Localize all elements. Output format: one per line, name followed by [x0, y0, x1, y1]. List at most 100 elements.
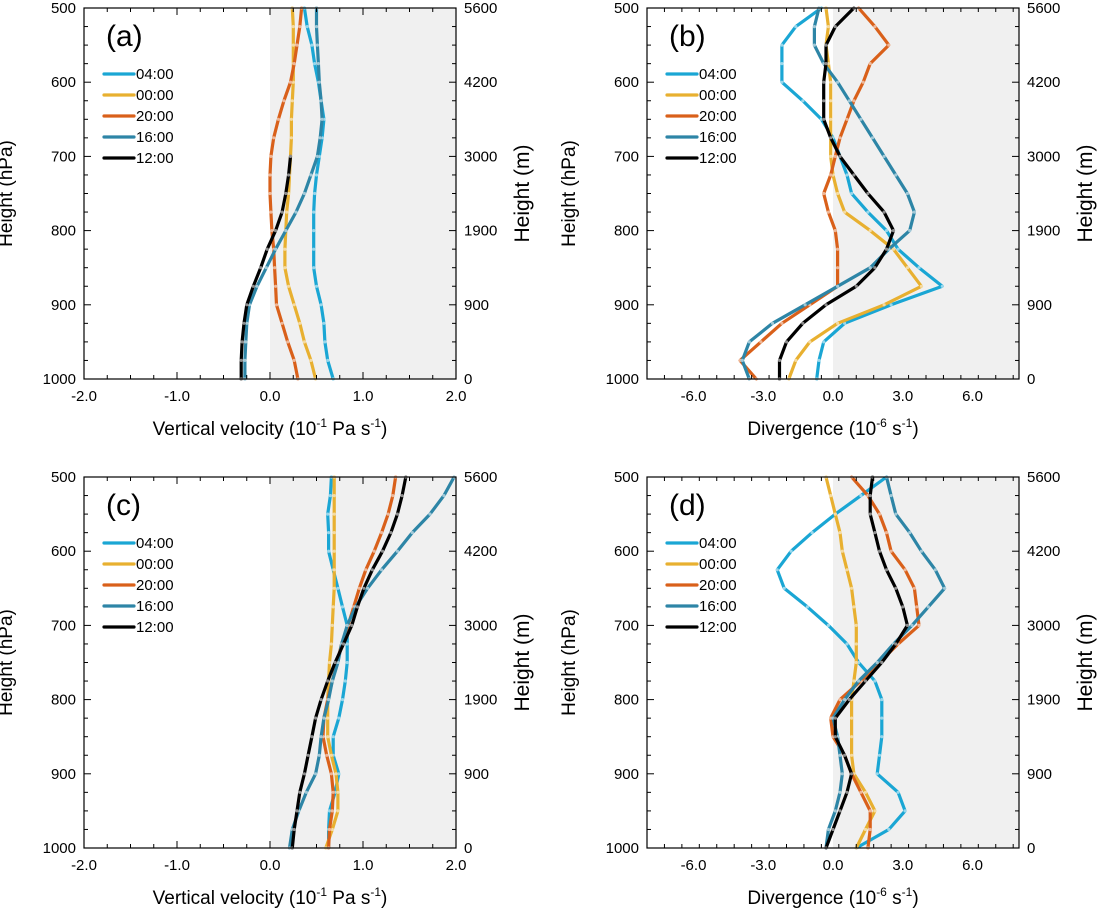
data-point: [295, 43, 299, 47]
y-tick-label: 1000: [606, 840, 639, 857]
y-tick-label: 500: [51, 0, 76, 17]
data-point: [332, 531, 336, 535]
data-point: [833, 154, 837, 158]
data-point: [313, 191, 317, 196]
data-point: [870, 136, 875, 140]
data-point: [268, 173, 272, 177]
y-tick-label: 800: [614, 223, 639, 240]
data-point: [829, 80, 833, 84]
data-point: [330, 809, 334, 813]
x-axis-title-part: ): [912, 888, 918, 909]
data-point: [255, 284, 259, 288]
data-point: [319, 303, 323, 307]
data-point: [341, 642, 346, 646]
data-point: [838, 698, 842, 702]
data-point: [826, 623, 831, 628]
shaded-positive-region: [833, 477, 1019, 848]
data-point: [326, 716, 330, 720]
x-tick-label: 1.0: [353, 388, 374, 405]
data-point: [854, 642, 858, 646]
data-point: [812, 43, 817, 47]
y-tick-label: 700: [51, 148, 76, 165]
data-point: [259, 266, 263, 270]
data-point: [319, 99, 323, 103]
right-tick-label: 3000: [464, 617, 497, 634]
data-point: [866, 191, 870, 196]
data-point: [287, 173, 291, 177]
data-point: [314, 173, 319, 177]
x-tick-label: 0.0: [823, 388, 844, 405]
data-point: [850, 191, 854, 196]
data-point: [859, 117, 863, 121]
legend-label: 16:00: [136, 129, 174, 146]
y-tick-label: 700: [614, 148, 639, 165]
legend-label: 20:00: [699, 108, 737, 125]
data-point: [784, 340, 789, 344]
data-point: [912, 210, 917, 214]
data-point: [282, 99, 286, 103]
x-axis-title-part: Pa s: [327, 419, 370, 440]
panel-3: -6.0 -3.0 0.0 3.0 6.0 500 5600 600 4200 700 3000 80…: [559, 469, 1097, 909]
data-point: [362, 586, 366, 590]
legend-label: 00:00: [136, 556, 174, 573]
data-point: [863, 827, 868, 832]
data-point: [326, 679, 330, 683]
data-point: [395, 549, 399, 553]
data-point: [840, 772, 844, 776]
data-point: [887, 43, 891, 47]
data-point: [880, 735, 884, 739]
y-tick-label: 600: [614, 543, 639, 560]
data-point: [775, 568, 779, 572]
x-tick-label: -2.0: [71, 857, 97, 874]
x-axis-title-part: Pa s: [327, 888, 370, 909]
data-point: [286, 340, 290, 344]
legend-label: 04:00: [136, 66, 174, 83]
data-point: [905, 191, 910, 196]
x-axis-title-part: ): [381, 888, 387, 909]
y-tick-label: 1000: [43, 371, 76, 388]
data-point: [327, 549, 331, 553]
data-point: [780, 321, 784, 325]
data-point: [326, 358, 330, 362]
data-point: [336, 586, 340, 590]
data-point: [838, 136, 842, 140]
legend-label: 16:00: [136, 598, 174, 615]
data-point: [333, 660, 337, 665]
data-point: [283, 266, 287, 270]
data-point: [894, 173, 898, 177]
data-point: [274, 284, 278, 288]
data-point: [312, 229, 316, 233]
data-point: [903, 568, 907, 572]
data-point: [919, 549, 924, 553]
data-point: [829, 173, 833, 177]
data-point: [310, 43, 314, 47]
data-point: [280, 321, 284, 325]
data-point: [284, 229, 288, 233]
data-point: [852, 173, 856, 177]
data-point: [323, 340, 327, 344]
data-point: [833, 735, 837, 739]
legend: 04:00 00:00 20:00 16:00 12:00: [102, 535, 174, 636]
x-tick-label: -3.0: [750, 388, 776, 405]
data-point: [318, 136, 322, 140]
right-tick-label: 3000: [1027, 148, 1060, 165]
data-point: [854, 284, 858, 288]
data-point: [327, 827, 332, 832]
data-point: [322, 716, 326, 720]
right-tick-label: 1900: [1027, 692, 1060, 709]
x-axis-title: Divergence (10-6 s-1): [747, 416, 918, 440]
data-point: [759, 340, 763, 344]
legend-label: 00:00: [699, 87, 737, 104]
data-point: [330, 827, 334, 832]
data-point: [847, 698, 851, 702]
data-point: [901, 605, 905, 609]
data-point: [873, 266, 877, 270]
data-point: [337, 772, 341, 776]
data-point: [428, 512, 432, 516]
x-tick-label: 2.0: [446, 388, 467, 405]
data-point: [345, 660, 349, 665]
data-point: [868, 266, 872, 270]
series-group: [239, 6, 335, 381]
y-tick-label: 600: [51, 74, 76, 91]
